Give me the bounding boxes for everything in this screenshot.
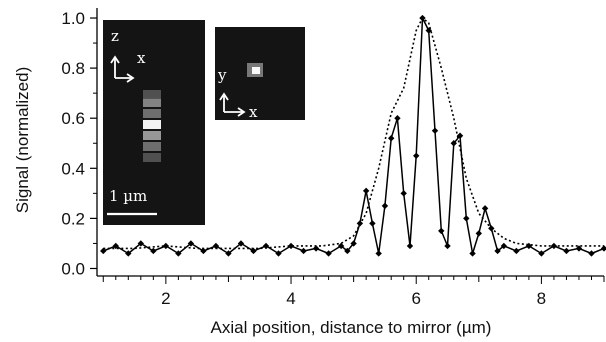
axes xyxy=(96,8,604,277)
data-point-marker xyxy=(200,247,207,255)
data-point-marker xyxy=(387,135,395,142)
inset-xz-spot xyxy=(143,90,161,99)
inset-xy-spot xyxy=(252,67,260,74)
data-point-marker xyxy=(125,250,132,257)
data-point-marker xyxy=(175,250,182,257)
inset-xy-spots xyxy=(247,63,263,77)
data-point-marker xyxy=(475,230,483,237)
data-point-marker xyxy=(450,140,457,147)
data-point-marker xyxy=(494,247,501,255)
inset-xz-spot xyxy=(143,153,161,162)
y-tick-label: 0.8 xyxy=(61,59,85,78)
x-tick-label: 8 xyxy=(537,289,546,308)
data-point-marker xyxy=(225,250,232,257)
y-axis-label: Signal (normalized) xyxy=(13,67,32,213)
data-point-marker xyxy=(538,250,545,257)
data-point-marker xyxy=(137,240,145,247)
dotted-series-line xyxy=(103,17,604,250)
data-point-marker xyxy=(563,247,570,255)
data-point-marker xyxy=(250,247,257,255)
y-tick-label: 0.0 xyxy=(61,259,85,278)
data-point-marker xyxy=(500,242,508,250)
inset-xy-horizontal-axis-label: x xyxy=(249,103,258,121)
data-point-marker xyxy=(481,205,489,212)
inset-xz-spot xyxy=(143,98,161,107)
data-point-marker xyxy=(362,187,370,195)
data-point-marker xyxy=(425,27,432,34)
inset-xz-image: z x 1 µm xyxy=(103,20,205,225)
x-axis-ticks: 2 4 6 8 xyxy=(102,276,605,308)
data-point-marker xyxy=(600,245,606,252)
data-point-marker xyxy=(431,127,439,134)
inset-xy-vertical-axis-label: y xyxy=(217,66,227,84)
data-point-marker xyxy=(413,152,420,159)
data-point-marker xyxy=(463,215,470,222)
inset-xy-image: y x xyxy=(215,27,305,121)
data-point-marker xyxy=(575,245,583,252)
data-point-marker xyxy=(162,242,170,250)
data-point-marker xyxy=(444,242,451,250)
data-point-marker xyxy=(350,240,357,247)
inset-xz-spot xyxy=(143,131,161,140)
data-point-marker xyxy=(438,227,445,235)
x-axis-label: Axial position, distance to mirror (µm) xyxy=(211,318,492,337)
y-tick-label: 1.0 xyxy=(61,9,85,28)
data-point-marker xyxy=(513,247,520,255)
data-point-marker xyxy=(400,190,407,197)
inset-xz-axes-icon xyxy=(110,55,135,83)
inset-xz-spot xyxy=(143,109,161,118)
y-tick-label: 0.6 xyxy=(61,109,85,128)
data-point-marker xyxy=(381,202,389,210)
data-point-marker xyxy=(375,250,382,257)
inset-xy-axes-icon xyxy=(219,92,246,117)
x-tick-label: 2 xyxy=(161,289,170,308)
series-group xyxy=(100,14,606,257)
data-point-marker xyxy=(369,220,376,227)
x-tick-label: 4 xyxy=(286,289,295,308)
data-point-marker xyxy=(394,115,401,122)
data-point-marker xyxy=(100,247,107,255)
data-point-marker xyxy=(312,245,320,252)
inset-xz-spot xyxy=(143,120,161,129)
inset-xz-spots xyxy=(143,90,161,162)
data-point-marker xyxy=(525,242,533,250)
inset-xz-horizontal-axis-label: x xyxy=(137,49,146,67)
data-point-marker xyxy=(325,250,332,257)
data-point-marker xyxy=(287,242,295,250)
data-point-marker xyxy=(588,250,595,257)
data-point-marker xyxy=(212,242,220,250)
data-point-marker xyxy=(187,240,195,247)
y-axis-ticks: 0.0 0.2 0.4 0.6 0.8 1.0 xyxy=(61,9,97,278)
inset-xz-vertical-axis-label: z xyxy=(111,27,119,45)
data-point-marker xyxy=(344,247,351,255)
data-point-marker xyxy=(150,247,157,255)
data-point-marker xyxy=(237,240,245,247)
data-point-marker xyxy=(406,242,414,250)
data-point-marker xyxy=(262,242,270,250)
data-point-marker xyxy=(337,242,345,250)
scale-bar-label: 1 µm xyxy=(109,187,147,205)
y-tick-label: 0.2 xyxy=(61,209,85,228)
x-tick-label: 6 xyxy=(411,289,420,308)
data-point-marker xyxy=(469,250,476,257)
data-point-marker xyxy=(275,250,282,257)
inset-xz-spot xyxy=(143,142,161,151)
data-point-marker xyxy=(300,247,307,255)
y-tick-label: 0.4 xyxy=(61,159,85,178)
data-point-marker xyxy=(112,242,119,250)
